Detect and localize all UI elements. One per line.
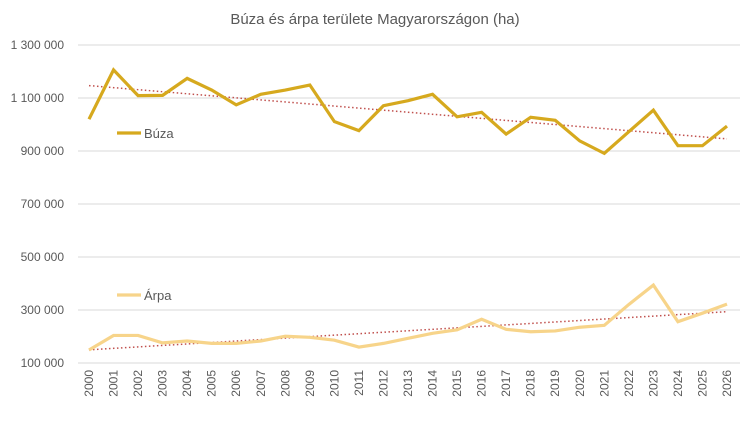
x-tick-label: 2025 — [695, 370, 709, 397]
x-tick-label: 2021 — [597, 370, 611, 397]
legend-label: Árpa — [144, 288, 172, 303]
x-tick-label: 2011 — [352, 370, 366, 396]
x-tick-label: 2019 — [548, 370, 562, 397]
x-tick-label: 2005 — [205, 370, 219, 397]
x-tick-label: 2013 — [401, 370, 415, 397]
x-tick-label: 2010 — [327, 370, 341, 397]
x-tick-label: 2026 — [720, 370, 734, 397]
trendline-árpa — [89, 312, 727, 350]
y-tick-label: 100 000 — [21, 356, 65, 370]
x-tick-label: 2004 — [180, 370, 194, 397]
y-tick-label: 500 000 — [21, 250, 65, 264]
y-tick-label: 1 300 000 — [11, 38, 65, 52]
x-tick-label: 2001 — [107, 370, 121, 397]
y-tick-label: 900 000 — [21, 144, 65, 158]
y-tick-label: 1 100 000 — [11, 91, 65, 105]
x-tick-label: 2006 — [229, 370, 243, 397]
series-line-árpa — [89, 285, 727, 350]
x-tick-label: 2017 — [499, 370, 513, 397]
x-tick-label: 2007 — [254, 370, 268, 397]
y-tick-label: 700 000 — [21, 197, 65, 211]
x-tick-label: 2014 — [426, 370, 440, 397]
x-tick-label: 2015 — [450, 370, 464, 397]
x-tick-label: 2023 — [646, 370, 660, 397]
x-tick-label: 2008 — [278, 370, 292, 397]
legend-label: Búza — [144, 126, 174, 141]
x-tick-label: 2020 — [573, 370, 587, 397]
x-tick-label: 2016 — [475, 370, 489, 397]
x-tick-label: 2009 — [303, 370, 317, 397]
y-tick-label: 300 000 — [21, 303, 65, 317]
x-tick-label: 2000 — [82, 370, 96, 397]
x-tick-label: 2024 — [671, 370, 685, 397]
x-tick-label: 2003 — [156, 370, 170, 397]
chart-title: Búza és árpa területe Magyarországon (ha… — [230, 11, 519, 28]
x-tick-label: 2002 — [131, 370, 145, 397]
x-tick-label: 2012 — [376, 370, 390, 397]
x-tick-label: 2018 — [524, 370, 538, 397]
x-tick-label: 2022 — [622, 370, 636, 397]
